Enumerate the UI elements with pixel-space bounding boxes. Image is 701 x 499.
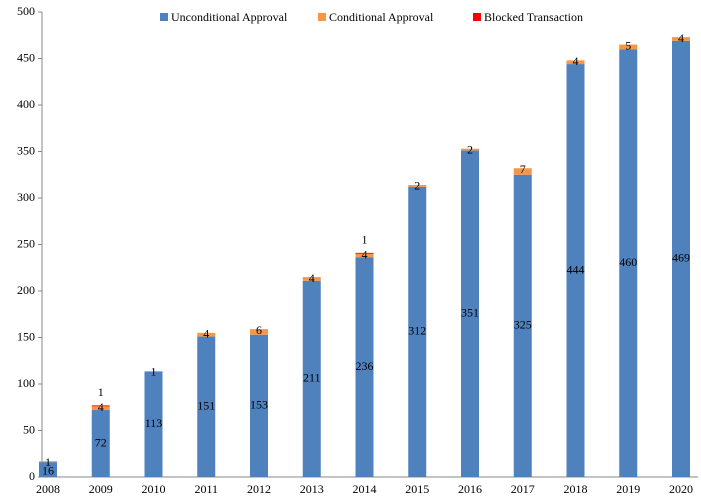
bar-segment bbox=[197, 336, 216, 477]
data-label: 5 bbox=[625, 38, 631, 52]
data-label: 444 bbox=[567, 262, 585, 276]
bar-segment bbox=[461, 150, 479, 477]
data-label: 351 bbox=[461, 306, 479, 320]
y-tick-label: 500 bbox=[17, 4, 35, 18]
x-tick-label: 2018 bbox=[564, 482, 588, 496]
data-label: 2 bbox=[414, 179, 420, 193]
y-tick-label: 300 bbox=[17, 190, 35, 204]
data-label: 113 bbox=[145, 416, 163, 430]
legend-label: Blocked Transaction bbox=[484, 10, 583, 24]
data-label: 1 bbox=[45, 455, 51, 469]
data-label: 4 bbox=[573, 54, 579, 68]
data-label: 312 bbox=[408, 324, 426, 338]
bar-segment bbox=[355, 253, 374, 258]
data-label: 151 bbox=[197, 399, 215, 413]
data-label: 1 bbox=[151, 365, 157, 379]
bar-segment bbox=[513, 168, 532, 175]
bar-segment bbox=[39, 462, 57, 477]
bar-segment bbox=[408, 184, 427, 187]
y-tick-label: 100 bbox=[17, 376, 35, 390]
legend-swatch bbox=[160, 13, 168, 21]
y-tick-label: 450 bbox=[17, 50, 35, 64]
bar-segment bbox=[302, 280, 321, 477]
data-label: 2 bbox=[467, 142, 473, 156]
bar-segment bbox=[672, 37, 690, 41]
y-tick-label: 250 bbox=[17, 236, 35, 250]
x-tick-label: 2017 bbox=[511, 482, 535, 496]
data-label: 469 bbox=[672, 251, 690, 265]
bar-segment bbox=[566, 64, 585, 477]
y-tick-label: 350 bbox=[17, 143, 35, 157]
data-label: 4 bbox=[309, 271, 315, 285]
data-label: 4 bbox=[203, 327, 209, 341]
bar-segment bbox=[355, 252, 374, 254]
bar-segment bbox=[91, 410, 110, 477]
bar-segment bbox=[513, 174, 532, 477]
data-label: 7 bbox=[520, 162, 526, 176]
data-label: 325 bbox=[514, 318, 532, 332]
bar-segment bbox=[197, 332, 216, 337]
legend-swatch bbox=[318, 13, 326, 21]
x-tick-label: 2009 bbox=[89, 482, 113, 496]
bar-segment bbox=[355, 257, 374, 477]
bar-segment bbox=[91, 406, 110, 411]
bar-segment bbox=[461, 148, 479, 151]
bar-segment bbox=[91, 405, 110, 407]
x-tick-label: 2012 bbox=[247, 482, 271, 496]
data-label: 6 bbox=[256, 323, 262, 337]
x-tick-label: 2019 bbox=[616, 482, 640, 496]
legend-label: Unconditional Approval bbox=[171, 10, 288, 24]
bar-segment bbox=[302, 277, 321, 281]
data-label: 1 bbox=[362, 233, 368, 247]
bar-segment bbox=[250, 334, 268, 477]
x-tick-label: 2013 bbox=[300, 482, 324, 496]
data-label: 16 bbox=[42, 463, 54, 477]
y-tick-label: 150 bbox=[17, 329, 35, 343]
data-label: 460 bbox=[619, 255, 637, 269]
x-tick-label: 2016 bbox=[458, 482, 482, 496]
bar-segment bbox=[144, 370, 163, 372]
bar-segment bbox=[672, 40, 690, 477]
data-label: 72 bbox=[95, 435, 107, 449]
bar-segment bbox=[39, 461, 57, 463]
y-tick-label: 200 bbox=[17, 283, 35, 297]
x-tick-label: 2011 bbox=[194, 482, 218, 496]
y-tick-label: 0 bbox=[29, 469, 35, 483]
data-label: 4 bbox=[362, 248, 368, 262]
bar-segment bbox=[250, 329, 268, 335]
bar-segment bbox=[619, 49, 638, 477]
x-tick-label: 2014 bbox=[353, 482, 377, 496]
data-label: 211 bbox=[303, 371, 321, 385]
data-label: 153 bbox=[250, 398, 268, 412]
data-label: 4 bbox=[98, 400, 104, 414]
legend-label: Conditional Approval bbox=[329, 10, 434, 24]
y-tick-label: 50 bbox=[23, 422, 35, 436]
bar-segment bbox=[408, 186, 427, 477]
legend-swatch bbox=[473, 13, 481, 21]
data-label: 4 bbox=[678, 31, 684, 45]
x-tick-label: 2010 bbox=[142, 482, 166, 496]
bar-segment bbox=[144, 371, 163, 477]
y-tick-label: 400 bbox=[17, 97, 35, 111]
data-label: 1 bbox=[98, 385, 104, 399]
x-tick-label: 2015 bbox=[405, 482, 429, 496]
bar-segment bbox=[566, 60, 585, 65]
x-tick-label: 2008 bbox=[36, 482, 60, 496]
data-label: 236 bbox=[356, 359, 374, 373]
bar-segment bbox=[619, 44, 638, 50]
x-tick-label: 2020 bbox=[669, 482, 693, 496]
